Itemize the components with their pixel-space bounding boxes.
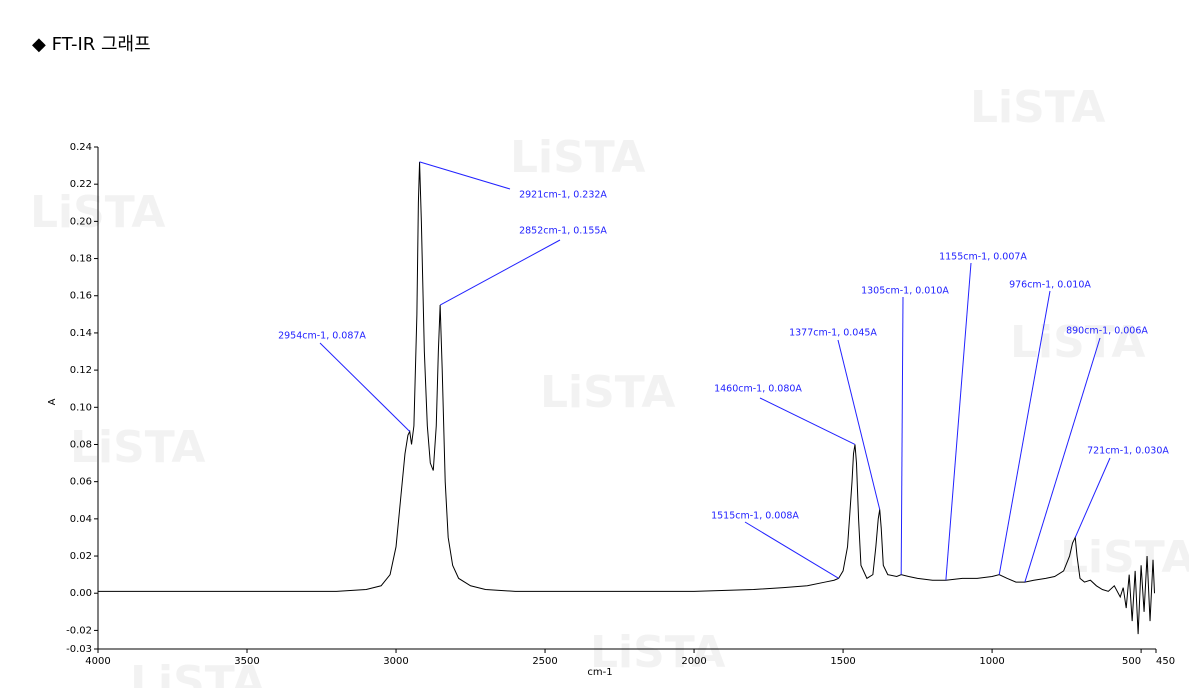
x-tick-label: 3000 (383, 656, 408, 667)
annotation-label: 1515cm-1, 0.008A (711, 511, 799, 522)
annotation-label: 1155cm-1, 0.007A (939, 252, 1027, 263)
y-tick-label: 0.12 (70, 365, 92, 376)
annotation-label: 1305cm-1, 0.010A (861, 286, 949, 297)
annotation-leader (319, 342, 411, 432)
x-tick-label: 1500 (830, 656, 855, 667)
annotation-leader (759, 397, 856, 445)
y-tick-label: 0.20 (70, 216, 92, 227)
y-tick-label: 0.08 (70, 439, 92, 450)
annotation-leader (945, 262, 972, 581)
annotation-leader (439, 239, 561, 306)
x-axis-label: cm-1 (587, 667, 612, 678)
watermark: LiSTA (510, 132, 645, 183)
y-tick-label: 0.14 (70, 328, 92, 339)
x-tick-label: 2000 (681, 656, 706, 667)
x-tick-label: 450 (1156, 656, 1175, 667)
y-tick-label: -0.03 (66, 644, 92, 655)
y-tick-label: 0.22 (70, 179, 92, 190)
x-tick-label: 1000 (979, 656, 1004, 667)
y-axis-label: A (47, 398, 58, 405)
annotation-leader (998, 290, 1051, 575)
y-tick-label: -0.02 (66, 625, 92, 636)
watermark: LiSTA (1060, 532, 1189, 583)
spectrum-line (98, 161, 1156, 635)
y-tick-label: 0.02 (70, 551, 92, 562)
watermark: LiSTA (540, 367, 675, 418)
y-tick-label: 0.10 (70, 402, 92, 413)
x-tick-label: 3500 (234, 656, 259, 667)
y-tick-label: 0.24 (70, 142, 92, 153)
y-tick-label: 0.00 (70, 588, 92, 599)
annotation-label: 2954cm-1, 0.087A (278, 331, 366, 342)
y-tick-label: 0.04 (70, 514, 92, 525)
y-tick-label: 0.16 (70, 291, 92, 302)
annotation-label: 1460cm-1, 0.080A (714, 384, 802, 395)
annotation-label: 890cm-1, 0.006A (1066, 326, 1148, 337)
x-tick-label: 500 (1122, 656, 1141, 667)
annotation-label: 1377cm-1, 0.045A (789, 328, 877, 339)
annotation-label: 976cm-1, 0.010A (1009, 280, 1091, 291)
watermark: LiSTA (970, 82, 1105, 133)
watermark: LiSTA (130, 657, 265, 688)
watermark: LiSTA (1010, 317, 1145, 368)
annotation-leader (419, 161, 511, 190)
chart-title: ◆ FT-IR 그래프 (32, 34, 151, 55)
annotation-leader (900, 296, 904, 575)
annotation-label: 721cm-1, 0.030A (1087, 446, 1169, 457)
y-tick-label: 0.06 (70, 477, 92, 488)
y-tick-label: 0.18 (70, 254, 92, 265)
annotation-leader (1024, 337, 1101, 583)
x-tick-label: 4000 (85, 656, 110, 667)
annotation-leader (1074, 457, 1111, 538)
x-tick-label: 2500 (532, 656, 557, 667)
watermark: LiSTA (70, 422, 205, 473)
watermark: LiSTA (590, 627, 725, 678)
annotation-label: 2921cm-1, 0.232A (519, 190, 607, 201)
annotation-leader (837, 339, 881, 510)
annotation-leader (744, 521, 839, 579)
annotation-label: 2852cm-1, 0.155A (519, 226, 607, 237)
